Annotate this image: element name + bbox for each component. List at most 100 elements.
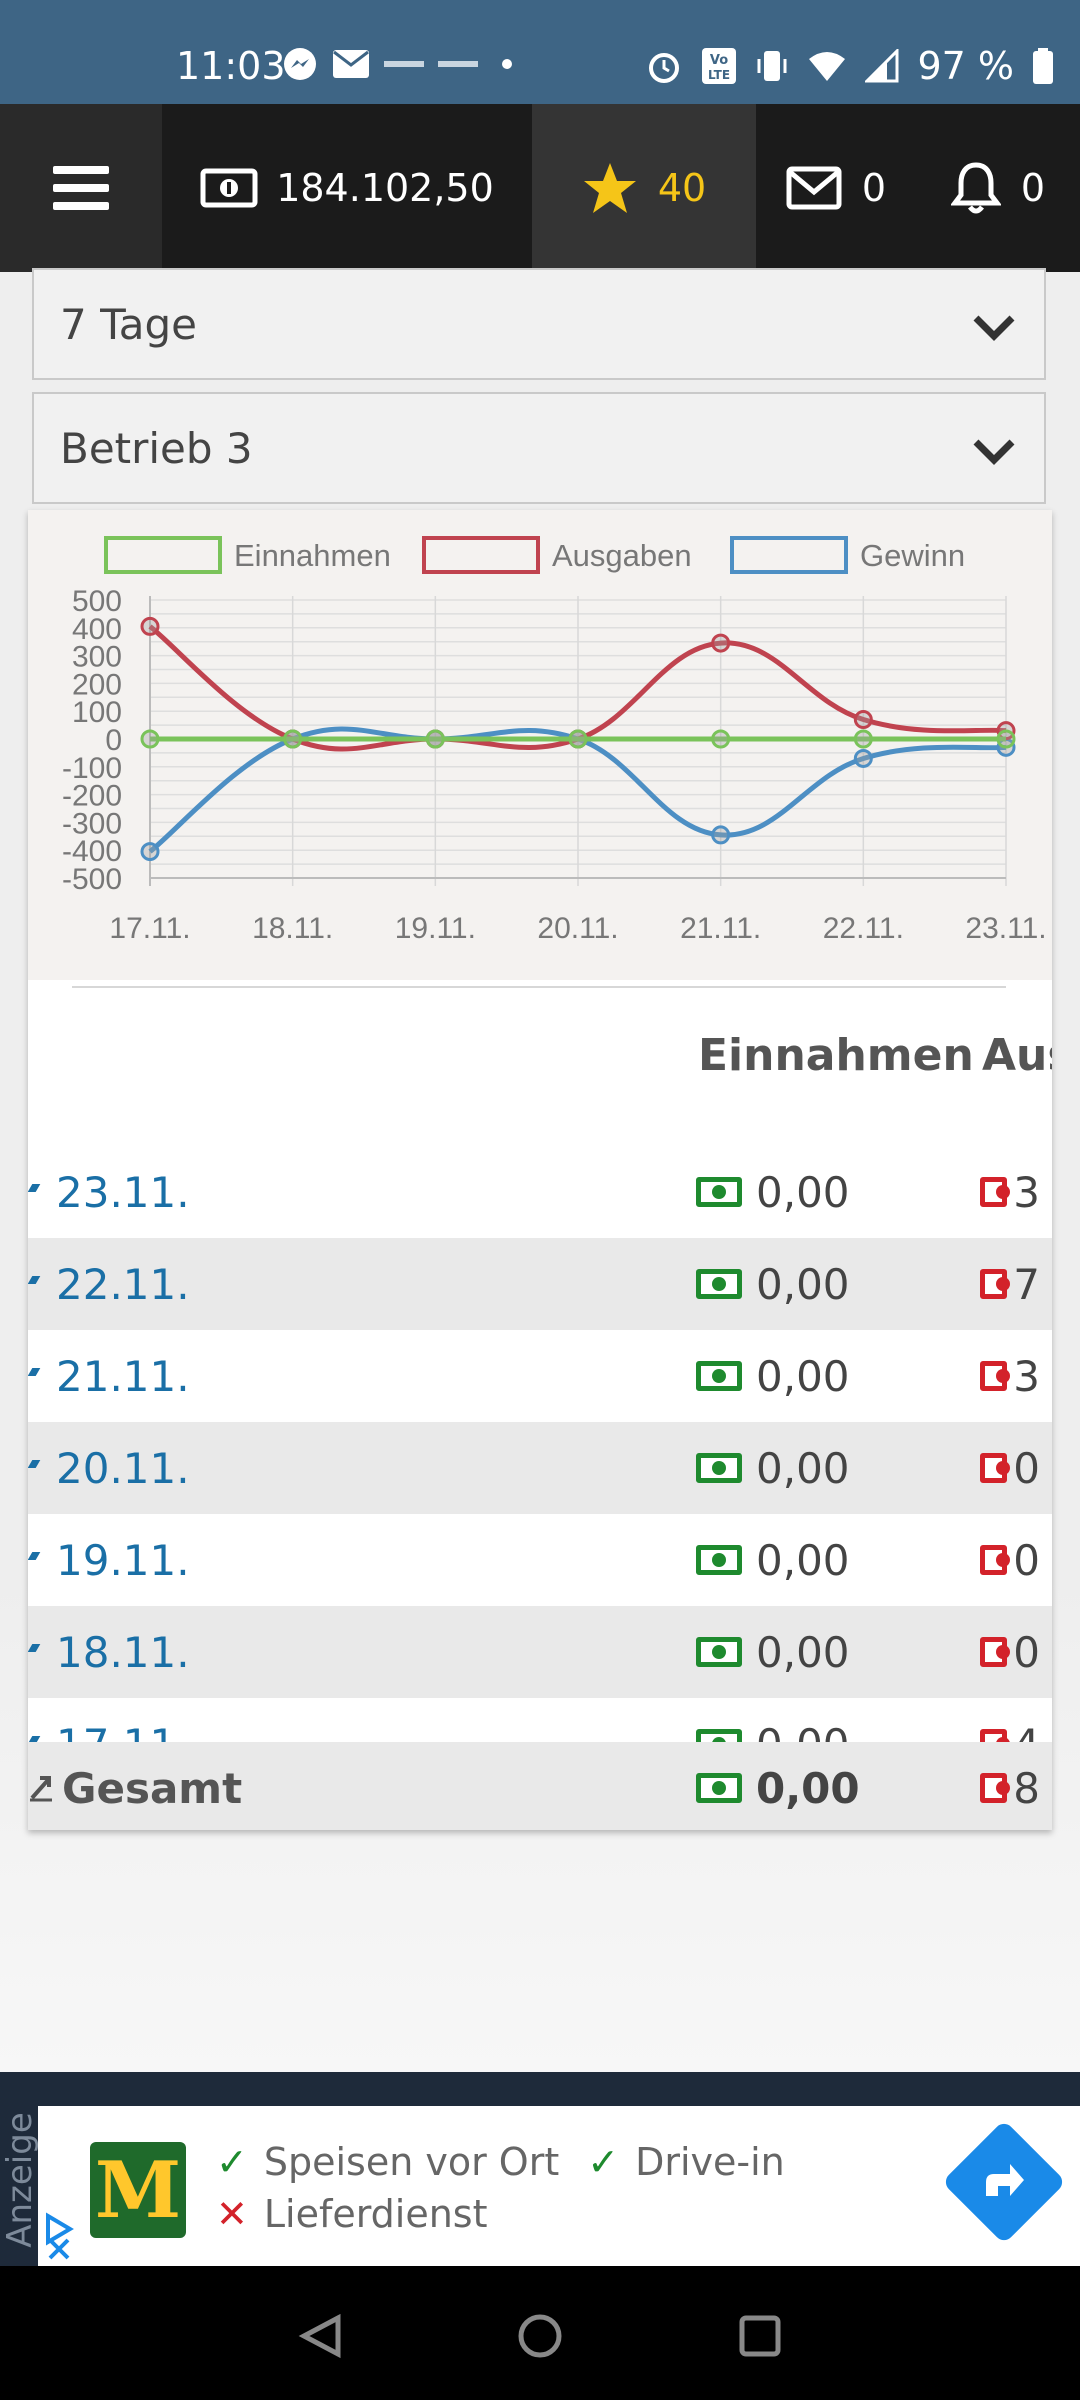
cash-red-icon xyxy=(980,1773,1011,1803)
y-tick-label: 0 xyxy=(105,724,122,757)
messages-button[interactable]: 0 xyxy=(756,104,916,272)
table-row[interactable]: 20.11. 0,00 0 xyxy=(28,1422,1052,1514)
y-tick-label: 300 xyxy=(72,641,122,674)
back-button[interactable] xyxy=(298,2312,344,2360)
y-tick-label: 200 xyxy=(72,668,122,701)
table-row[interactable]: 19.11. 0,00 0 xyxy=(28,1514,1052,1606)
row-marker-icon xyxy=(28,1460,41,1468)
row-einnahmen: 0,00 xyxy=(696,1444,850,1493)
column-header-einnahmen[interactable]: Einnahmen xyxy=(698,1030,974,1081)
row-date[interactable]: 19.11. xyxy=(56,1535,190,1585)
ad-content[interactable]: M ✓ Speisen vor Ort ✓ Drive-in ✕ Lieferd… xyxy=(38,2106,1080,2266)
legend-label: Gewinn xyxy=(860,538,965,573)
row-einnahmen: 0,00 xyxy=(696,1536,850,1585)
row-ausgaben: 7 xyxy=(980,1260,1040,1309)
x-tick-label: 23.11. xyxy=(965,912,1046,945)
ad-feature-1: Speisen vor Ort xyxy=(263,2140,560,2184)
ad-line-1: ✓ Speisen vor Ort ✓ Drive-in xyxy=(216,2140,785,2184)
row-marker-icon xyxy=(28,1184,41,1192)
bell-icon xyxy=(950,162,1001,214)
star-icon xyxy=(583,163,636,213)
row-date[interactable]: 22.11. xyxy=(56,1259,190,1309)
cash-green-icon xyxy=(696,1269,742,1299)
data-point xyxy=(711,825,731,845)
line-chart: Einnahmen Ausgaben Gewinn5004003002001000-… xyxy=(62,536,1047,945)
directions-button[interactable] xyxy=(941,2119,1067,2245)
cash-red-icon xyxy=(980,1269,1011,1299)
row-marker-icon xyxy=(28,1276,41,1284)
row-date[interactable]: 21.11. xyxy=(56,1351,190,1401)
total-label[interactable]: Gesamt xyxy=(62,1763,243,1813)
row-marker-icon xyxy=(28,1644,41,1652)
row-date[interactable]: 20.11. xyxy=(56,1443,190,1493)
menu-button[interactable] xyxy=(0,104,162,272)
x-tick-label: 22.11. xyxy=(823,912,904,945)
row-einnahmen: 0,00 xyxy=(696,1168,850,1217)
table-row[interactable]: 21.11. 0,00 3 xyxy=(28,1330,1052,1422)
legend-swatch xyxy=(104,536,222,574)
period-select[interactable]: 7 Tage xyxy=(32,268,1046,380)
business-select[interactable]: Betrieb 3 xyxy=(32,392,1046,504)
data-point xyxy=(711,633,731,653)
ad-label-text: Anzeige xyxy=(0,2112,40,2248)
adchoices-icon[interactable] xyxy=(44,2212,74,2246)
close-ad-icon[interactable] xyxy=(46,2236,72,2262)
chevron-down-icon xyxy=(973,439,1015,465)
legend-label: Einnahmen xyxy=(234,538,391,573)
notification-icons xyxy=(282,46,512,82)
divider xyxy=(72,986,1006,988)
chevron-down-icon xyxy=(973,315,1015,341)
y-tick-label: -500 xyxy=(62,863,122,896)
column-header-ausgaben[interactable]: Aus xyxy=(982,1030,1052,1081)
table-row[interactable]: 23.11. 0,00 3 xyxy=(28,1146,1052,1238)
x-tick-label: 20.11. xyxy=(537,912,618,945)
home-button[interactable] xyxy=(516,2312,564,2360)
notifications-button[interactable]: 0 xyxy=(916,104,1080,272)
row-ausgaben-value: 7 xyxy=(1013,1259,1040,1309)
ad-feature-3: Lieferdienst xyxy=(263,2192,488,2236)
ad-side-label: Anzeige xyxy=(0,2100,40,2260)
row-date[interactable]: 23.11. xyxy=(56,1167,190,1217)
x-tick-label: 19.11. xyxy=(395,912,476,945)
mail-icon xyxy=(333,50,369,78)
stars-button[interactable]: 40 xyxy=(532,104,756,272)
stars-count: 40 xyxy=(657,166,707,210)
svg-text:LTE: LTE xyxy=(708,68,730,82)
row-ausgaben-value: 3 xyxy=(1013,1167,1040,1217)
row-einnahmen-value: 0,00 xyxy=(756,1627,850,1677)
envelope-icon xyxy=(786,166,842,210)
system-navigation-bar xyxy=(0,2266,1080,2400)
recents-button[interactable] xyxy=(738,2314,782,2358)
row-marker-icon xyxy=(28,1368,41,1376)
balance-button[interactable]: 184.102,50 xyxy=(162,104,532,272)
row-ausgaben: 0 xyxy=(980,1628,1040,1677)
data-point xyxy=(140,616,160,636)
app-icon-1 xyxy=(384,61,424,67)
row-einnahmen-value: 0,00 xyxy=(756,1535,850,1585)
svg-text:Vo: Vo xyxy=(710,53,728,68)
cash-red-icon xyxy=(980,1361,1011,1391)
dot-icon xyxy=(502,59,512,69)
app-icon-2 xyxy=(438,61,478,67)
row-einnahmen: 0,00 xyxy=(696,1352,850,1401)
row-ausgaben: 3 xyxy=(980,1168,1040,1217)
check-icon: ✓ xyxy=(216,2140,248,2184)
y-tick-label: 400 xyxy=(72,613,122,646)
directions-arrow-icon xyxy=(986,2164,1024,2196)
battery-icon xyxy=(1033,48,1053,84)
table-row[interactable]: 22.11. 0,00 7 xyxy=(28,1238,1052,1330)
data-point xyxy=(425,729,445,749)
ad-feature-2: Drive-in xyxy=(635,2140,785,2184)
vibrate-icon xyxy=(757,51,787,81)
table-row[interactable]: 18.11. 0,00 0 xyxy=(28,1606,1052,1698)
status-bar: 11:03 Vo LTE 97 % xyxy=(0,0,1080,104)
ad-banner[interactable]: M ✓ Speisen vor Ort ✓ Drive-in ✕ Lieferd… xyxy=(0,2072,1080,2266)
row-einnahmen-value: 0,00 xyxy=(756,1259,850,1309)
x-tick-label: 21.11. xyxy=(680,912,761,945)
cross-icon: ✕ xyxy=(216,2192,248,2236)
row-date[interactable]: 18.11. xyxy=(56,1627,190,1677)
row-einnahmen: 0,00 xyxy=(696,1260,850,1309)
cash-icon xyxy=(200,168,258,208)
legend-swatch xyxy=(422,536,540,574)
cash-green-icon xyxy=(696,1361,742,1391)
